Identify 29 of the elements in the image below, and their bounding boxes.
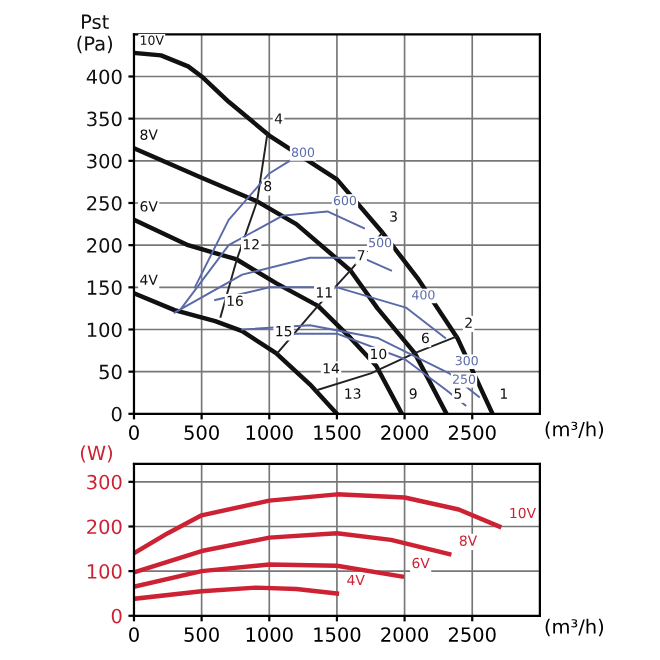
x-tick-label: 1000	[246, 627, 293, 642]
y-tick-label: 350	[87, 111, 122, 127]
x-tick-label: 2500	[448, 425, 496, 440]
y-tick-label: 200	[87, 519, 122, 535]
y-tick-label: 200	[87, 238, 122, 253]
y-tick-label: 100	[87, 322, 122, 338]
y-axis-title: Pst (Pa)	[77, 14, 113, 54]
y-tick-label: 300	[87, 474, 122, 490]
x-tick-label: 1500	[314, 425, 361, 440]
y-tick-label: 50	[99, 364, 122, 380]
y-tick-label: 0	[111, 406, 122, 422]
x-tick-label: 2000	[381, 425, 429, 440]
y-tick-label: 250	[87, 195, 122, 211]
x-tick-label: 500	[184, 425, 219, 440]
x-tick-label: 1500	[314, 627, 361, 642]
x-tick-label: 0	[129, 627, 139, 642]
x-tick-label: 0	[129, 425, 139, 440]
y-tick-label: 300	[87, 153, 122, 169]
x-tick-label: 1000	[246, 425, 293, 440]
x-tick-label: 2500	[448, 627, 496, 642]
y-tick-label: 100	[87, 564, 122, 579]
y-tick-label: 150	[87, 280, 122, 295]
x-tick-label: 2000	[381, 627, 429, 642]
x-tick-label: 500	[184, 627, 219, 642]
y-axis-title: (W)	[80, 445, 113, 463]
y-tick-label: 400	[86, 69, 122, 85]
y-tick-label: 0	[111, 608, 122, 624]
x-axis-title: (m³/h)	[545, 618, 604, 637]
x-axis-title: (m³/h)	[545, 421, 604, 439]
